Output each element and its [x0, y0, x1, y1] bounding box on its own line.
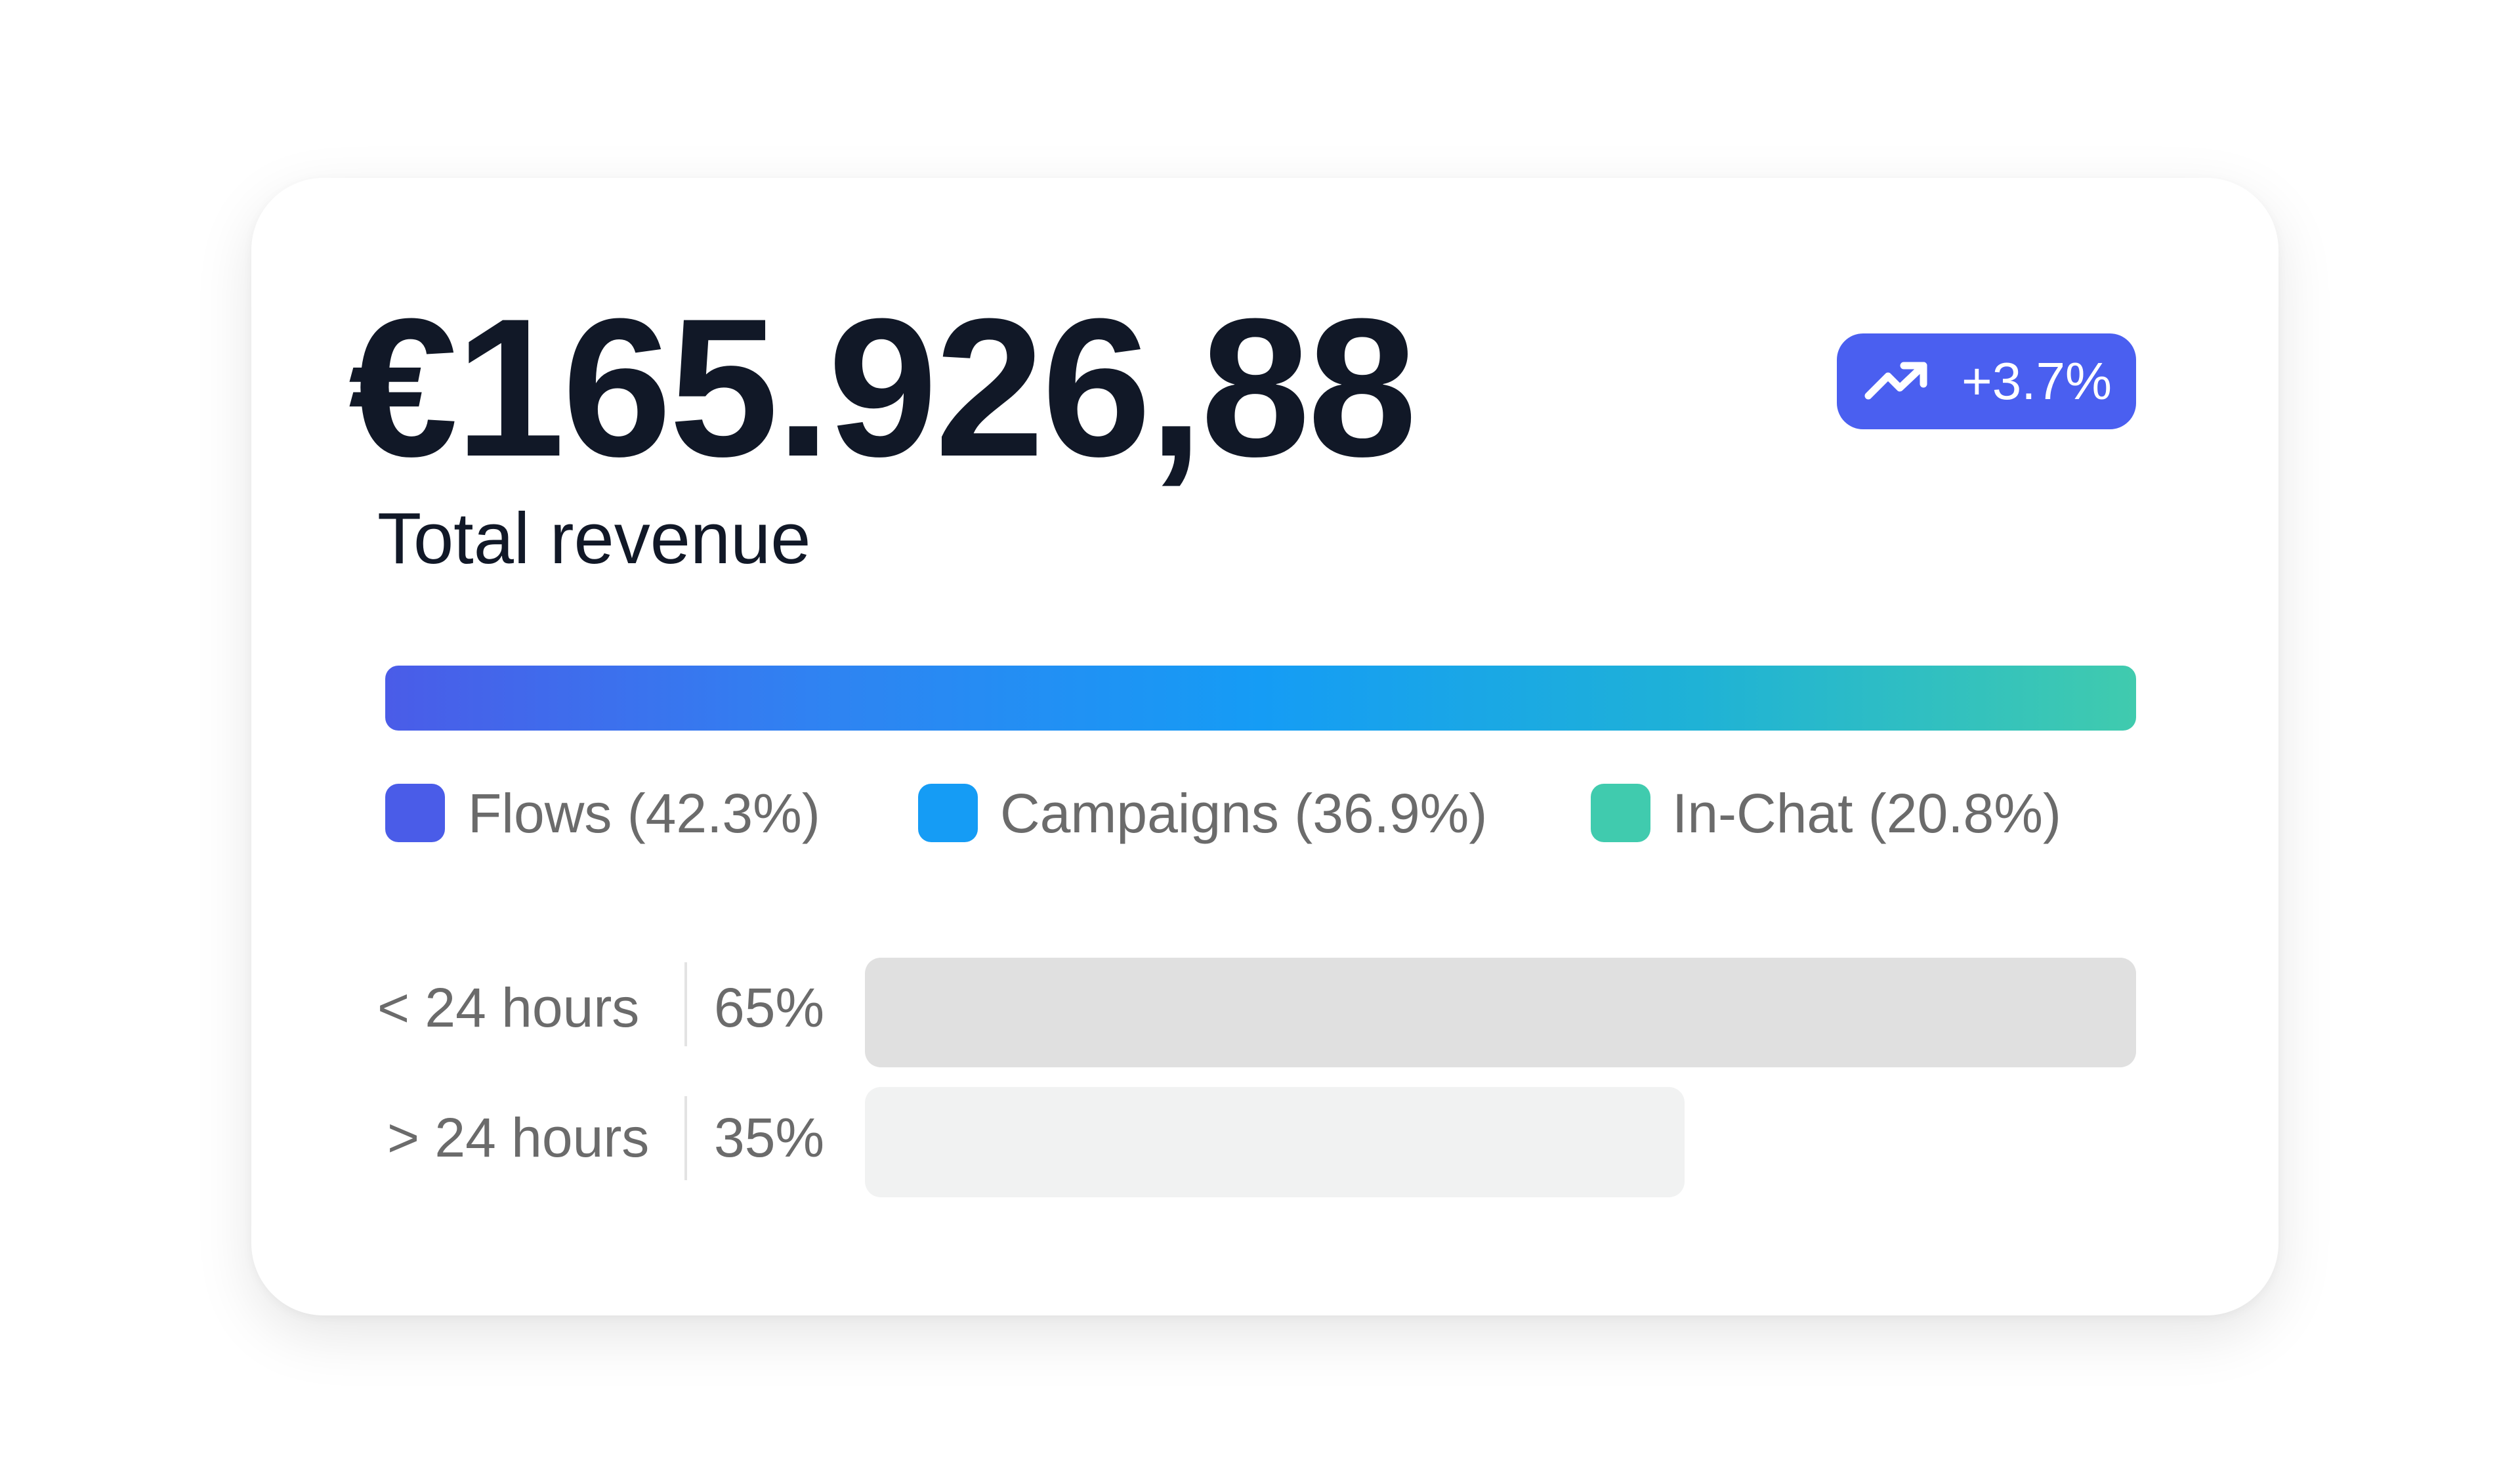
row-value: 35%: [714, 1107, 825, 1168]
legend-swatch: [918, 784, 978, 842]
total-amount: €165.926,88: [348, 277, 1417, 498]
row-bar: [865, 958, 2136, 1067]
gradient-bar: [385, 666, 2136, 731]
row-bar: [865, 1087, 1685, 1197]
legend-label: Flows (42.3%): [468, 782, 820, 844]
row-label: < 24 hours: [377, 977, 640, 1038]
row-label: > 24 hours: [387, 1107, 650, 1168]
change-badge: +3.7%: [1837, 333, 2136, 429]
legend-label: Campaigns (36.9%): [1000, 782, 1488, 844]
trend-icon: [1864, 362, 1927, 400]
row-divider: [684, 962, 687, 1046]
legend-swatch: [385, 784, 445, 842]
amount-label: Total revenue: [377, 498, 811, 579]
change-value: +3.7%: [1962, 352, 2112, 410]
row-divider: [684, 1096, 687, 1180]
legend-label: In-Chat (20.8%): [1672, 782, 2061, 844]
legend-swatch: [1591, 784, 1650, 842]
row-value: 65%: [714, 977, 825, 1038]
